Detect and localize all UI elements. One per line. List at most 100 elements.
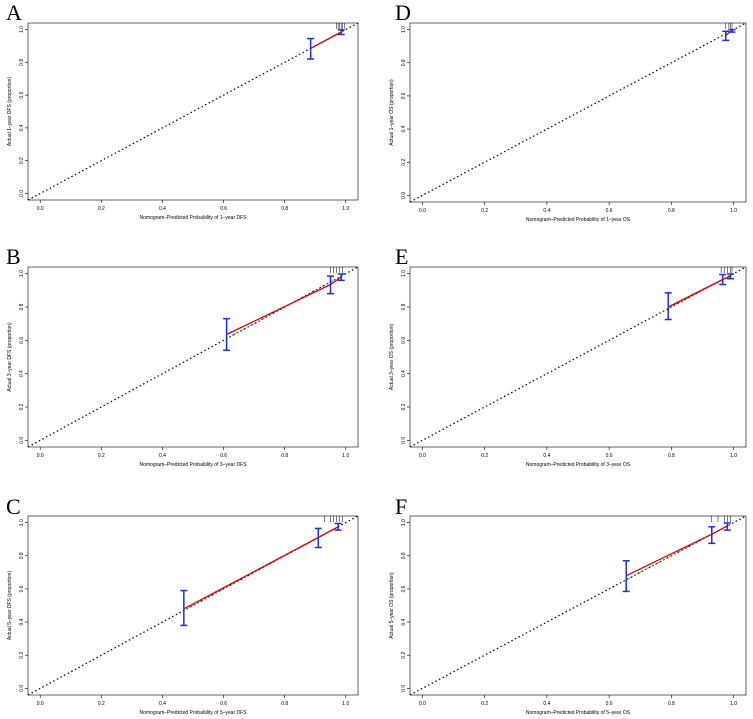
x-tick-label: 1.0 <box>342 206 349 212</box>
x-tick-label: 0.8 <box>668 208 675 214</box>
x-tick-label: 0.4 <box>159 206 166 212</box>
x-tick-label: 0.0 <box>419 453 426 459</box>
x-tick-label: 0.6 <box>220 206 227 212</box>
x-tick-label: 0.4 <box>543 208 550 214</box>
y-tick-label: 0.8 <box>19 552 25 559</box>
calibration-panel-b: B 0.0 0.0 0.2 0.2 0.4 0.4 0.6 0.6 0.8 0.8 1.0 1.0 Nom… <box>6 244 359 468</box>
y-tick-label: 1.0 <box>19 519 25 526</box>
x-tick-label: 0.2 <box>481 453 488 459</box>
y-tick-label: 0.6 <box>19 337 25 344</box>
y-tick-label: 0.8 <box>401 303 407 310</box>
y-tick-label: 0.0 <box>19 437 25 444</box>
x-tick-label: 0.2 <box>98 701 105 707</box>
x-tick-label: 0.8 <box>281 701 288 707</box>
y-tick-label: 0.0 <box>401 685 407 692</box>
x-tick-label: 0.2 <box>98 453 105 459</box>
x-tick-label: 0.0 <box>419 701 426 707</box>
calibration-panel-a: A 0.0 0.0 0.2 0.2 0.4 0.4 0.6 0.6 0.8 0.8 1.0 1.0 Nom… <box>6 0 359 221</box>
x-tick-label: 0.2 <box>98 206 105 212</box>
x-tick-label: 0.6 <box>606 453 613 459</box>
y-tick-label: 0.2 <box>19 652 25 659</box>
y-tick-label: 0.4 <box>19 124 25 131</box>
x-tick-label: 0.2 <box>481 701 488 707</box>
x-tick-label: 1.0 <box>730 453 737 459</box>
panel-letter-a: A <box>6 0 22 25</box>
x-tick-label: 0.4 <box>543 453 550 459</box>
x-tick-label: 0.0 <box>37 206 44 212</box>
x-axis-title: Nomogram–Predicted Probability of 5–year… <box>140 710 248 716</box>
plot-frame <box>27 266 359 448</box>
x-tick-label: 1.0 <box>730 701 737 707</box>
y-axis-title: Actual 3–year OS (proportion) <box>389 323 395 390</box>
panel-letter-f: F <box>395 494 407 519</box>
plot-frame <box>409 515 747 696</box>
x-tick-label: 1.0 <box>342 453 349 459</box>
x-tick-label: 0.8 <box>281 206 288 212</box>
y-axis-title: Actual 5–year OS (proportion) <box>389 572 395 639</box>
panel-letter-e: E <box>395 244 408 269</box>
y-tick-label: 1.0 <box>19 26 25 33</box>
y-tick-label: 0.2 <box>401 652 407 659</box>
y-tick-label: 0.2 <box>19 157 25 164</box>
panel-letter-b: B <box>6 244 21 269</box>
x-tick-label: 0.4 <box>543 701 550 707</box>
x-tick-label: 0.0 <box>37 701 44 707</box>
x-axis-title: Nomogram–Predicted Probability of 1–year… <box>140 215 248 221</box>
y-tick-label: 0.0 <box>19 190 25 197</box>
y-tick-label: 0.6 <box>401 337 407 344</box>
ideal-segment <box>183 526 339 611</box>
ideal-segment <box>626 525 728 581</box>
calibration-curve <box>310 31 342 49</box>
y-tick-label: 0.0 <box>401 437 407 444</box>
x-tick-label: 1.0 <box>730 208 737 214</box>
x-axis-title: Nomogram–Predicted Probability of 3–year… <box>140 462 248 468</box>
x-tick-label: 0.6 <box>606 701 613 707</box>
x-tick-label: 0.8 <box>668 453 675 459</box>
y-tick-label: 0.0 <box>401 192 407 199</box>
calibration-curve <box>183 526 339 610</box>
x-axis-title: Nomogram–Predicted Probability of 3–year… <box>526 462 631 468</box>
x-tick-label: 1.0 <box>342 701 349 707</box>
y-tick-label: 0.6 <box>19 91 25 98</box>
calibration-curve <box>725 29 733 36</box>
y-axis-title: Actual 1–year OS (proportion) <box>389 79 395 146</box>
y-tick-label: 0.4 <box>19 618 25 625</box>
x-tick-label: 0.0 <box>37 453 44 459</box>
y-tick-label: 1.0 <box>401 270 407 277</box>
y-tick-label: 0.4 <box>401 125 407 132</box>
ideal-reference-line <box>27 22 359 201</box>
plot-frame <box>27 515 359 696</box>
ideal-segment <box>226 275 342 339</box>
y-axis-title: Actual 5–year DFS (proportion) <box>7 571 13 641</box>
x-tick-label: 0.2 <box>481 208 488 214</box>
y-tick-label: 0.2 <box>19 403 25 410</box>
y-tick-label: 0.8 <box>19 59 25 66</box>
y-axis-title: Actual 3–year DFS (proportion) <box>7 322 13 392</box>
y-tick-label: 0.6 <box>401 92 407 99</box>
ideal-reference-line <box>27 266 359 448</box>
x-tick-label: 0.8 <box>668 701 675 707</box>
y-tick-label: 1.0 <box>19 270 25 277</box>
y-tick-label: 1.0 <box>401 519 407 526</box>
panel-letter-d: D <box>395 0 411 25</box>
x-tick-label: 0.4 <box>159 701 166 707</box>
y-tick-label: 0.4 <box>401 370 407 377</box>
ideal-reference-line <box>409 22 747 203</box>
calibration-panel-f: F 0.0 0.0 0.2 0.2 0.4 0.4 0.6 0.6 0.8 0.8 1.0 1.0 Nom… <box>389 494 747 716</box>
x-tick-label: 0.6 <box>220 453 227 459</box>
x-axis-title: Nomogram–Predicted Probability of 1–year… <box>526 217 631 223</box>
x-tick-label: 0.6 <box>606 208 613 214</box>
calibration-panel-c: C 0.0 0.0 0.2 0.2 0.4 0.4 0.6 0.6 0.8 0.8 1.0 1.0 Nom… <box>6 494 359 716</box>
calibration-curve <box>667 275 731 308</box>
y-tick-label: 0.0 <box>19 685 25 692</box>
x-tick-label: 0.4 <box>159 453 166 459</box>
y-tick-label: 0.8 <box>19 303 25 310</box>
calibration-panel-e: E 0.0 0.0 0.2 0.2 0.4 0.4 0.6 0.6 0.8 0.8 1.0 1.0 Nom… <box>389 244 747 468</box>
panel-letter-c: C <box>6 494 21 519</box>
x-axis-title: Nomogram–Predicted Probability of 5–year… <box>526 710 631 716</box>
plot-frame <box>27 22 359 201</box>
y-tick-label: 1.0 <box>401 26 407 33</box>
x-tick-label: 0.6 <box>220 701 227 707</box>
x-tick-label: 0.0 <box>419 208 426 214</box>
